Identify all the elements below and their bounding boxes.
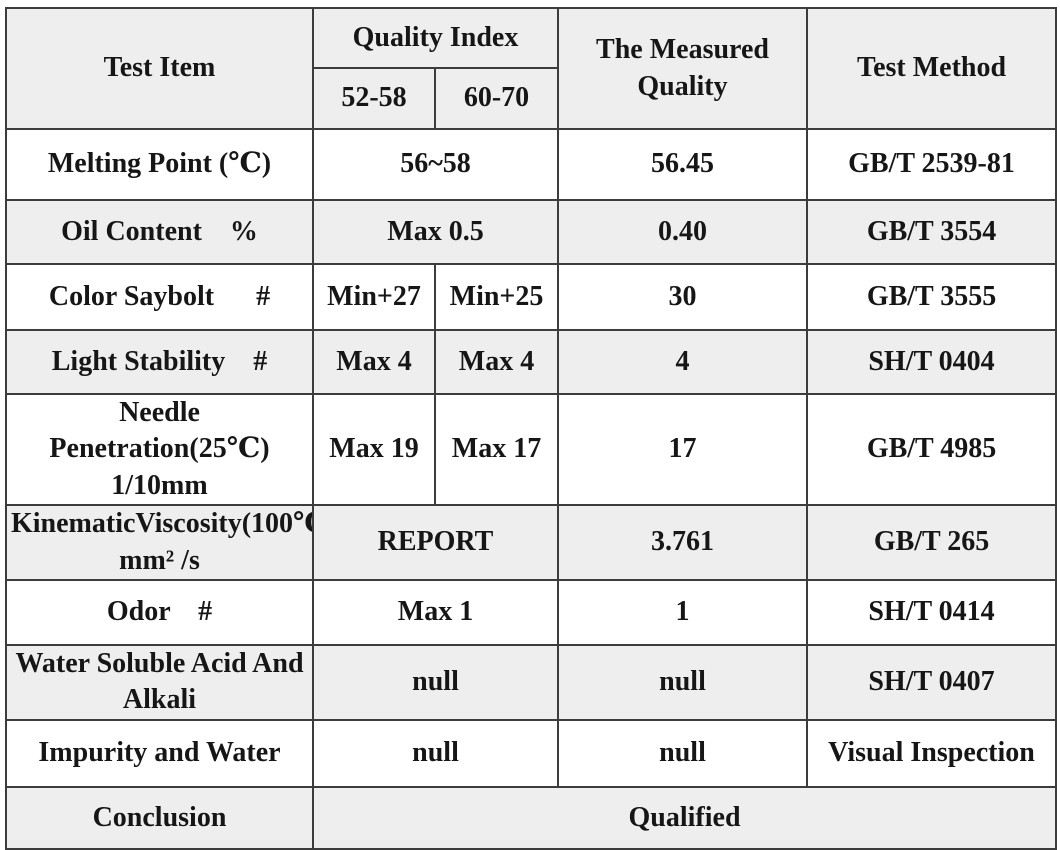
method-cell: GB/T 265 <box>806 504 1058 581</box>
table-row-oil-content: Oil Content % Max 0.5 0.40 GB/T 3554 <box>5 199 1058 265</box>
item-cell: Color Saybolt # <box>5 263 314 331</box>
index-high-cell: Min+25 <box>433 263 560 331</box>
header-row-grades: 52-58 60-70 <box>6 67 1056 130</box>
method-cell: Visual Inspection <box>806 718 1058 788</box>
method-cell: SH/T 0404 <box>806 329 1058 395</box>
table-row-conclusion: Conclusion Qualified <box>5 785 1058 850</box>
index-low-cell: Min+27 <box>312 263 436 331</box>
item-cell: Melting Point (℃) <box>5 128 314 201</box>
method-cell: GB/T 3555 <box>806 263 1058 331</box>
header-test-method: Test Method <box>806 7 1058 130</box>
index-cell: null <box>311 643 560 721</box>
conclusion-label-cell: Conclusion <box>5 785 314 850</box>
item-cell: KinematicViscosity(100℃) mm² /s <box>5 504 314 581</box>
header-grade-low: 52-58 <box>312 67 436 130</box>
table-row-needle-penetration: Needle Penetration(25℃) 1/10mm Max 19 Ma… <box>5 392 1058 507</box>
measured-cell: 1 <box>557 578 809 646</box>
measured-cell: 30 <box>557 263 809 331</box>
index-cell: Max 1 <box>311 578 560 646</box>
measured-cell: null <box>557 718 809 788</box>
header-quality-index: Quality Index <box>311 7 560 69</box>
header-test-item: Test Item <box>5 7 314 130</box>
measured-cell: 0.40 <box>557 199 809 265</box>
index-low-cell: Max 19 <box>312 392 436 507</box>
item-cell: Water Soluble Acid And Alkali <box>5 643 314 721</box>
measured-cell: 3.761 <box>557 504 809 581</box>
measured-cell: 56.45 <box>557 128 809 201</box>
item-cell: Oil Content % <box>5 199 314 265</box>
measured-cell: null <box>557 643 809 721</box>
index-low-cell: Max 4 <box>312 329 436 395</box>
index-cell: null <box>311 718 560 788</box>
method-cell: GB/T 2539-81 <box>806 128 1058 201</box>
quality-inspection-table: Test Item Quality Index The Measured Qua… <box>5 7 1058 850</box>
table-row-color-saybolt: Color Saybolt # Min+27 Min+25 30 GB/T 35… <box>5 263 1058 331</box>
table-row-light-stability: Light Stability # Max 4 Max 4 4 SH/T 040… <box>5 329 1058 395</box>
table-row-impurity-water: Impurity and Water null null Visual Insp… <box>5 718 1058 788</box>
table-row-water-soluble-acid: Water Soluble Acid And Alkali null null … <box>5 643 1058 721</box>
index-high-cell: Max 4 <box>433 329 560 395</box>
item-cell: Impurity and Water <box>5 718 314 788</box>
measured-cell: 4 <box>557 329 809 395</box>
index-high-cell: Max 17 <box>433 392 560 507</box>
method-cell: SH/T 0414 <box>806 578 1058 646</box>
method-cell: SH/T 0407 <box>806 643 1058 721</box>
header-row-top: Test Item Quality Index The Measured Qua… <box>5 7 1058 130</box>
item-cell: Needle Penetration(25℃) 1/10mm <box>5 392 314 507</box>
method-cell: GB/T 3554 <box>806 199 1058 265</box>
index-cell: 56~58 <box>311 128 560 201</box>
method-cell: GB/T 4985 <box>806 392 1058 507</box>
index-cell: REPORT <box>311 504 560 581</box>
measured-cell: 17 <box>557 392 809 507</box>
table-row-odor: Odor # Max 1 1 SH/T 0414 <box>5 578 1058 646</box>
index-cell: Max 0.5 <box>311 199 560 265</box>
header-measured-quality: The Measured Quality <box>557 7 809 130</box>
table-row-kinematic-viscosity: KinematicViscosity(100℃) mm² /s REPORT 3… <box>5 504 1058 581</box>
conclusion-value-cell: Qualified <box>311 785 1058 850</box>
table-row-melting-point: Melting Point (℃) 56~58 56.45 GB/T 2539-… <box>5 128 1058 201</box>
header-grade-high: 60-70 <box>433 67 560 130</box>
item-cell: Odor # <box>5 578 314 646</box>
item-cell: Light Stability # <box>5 329 314 395</box>
